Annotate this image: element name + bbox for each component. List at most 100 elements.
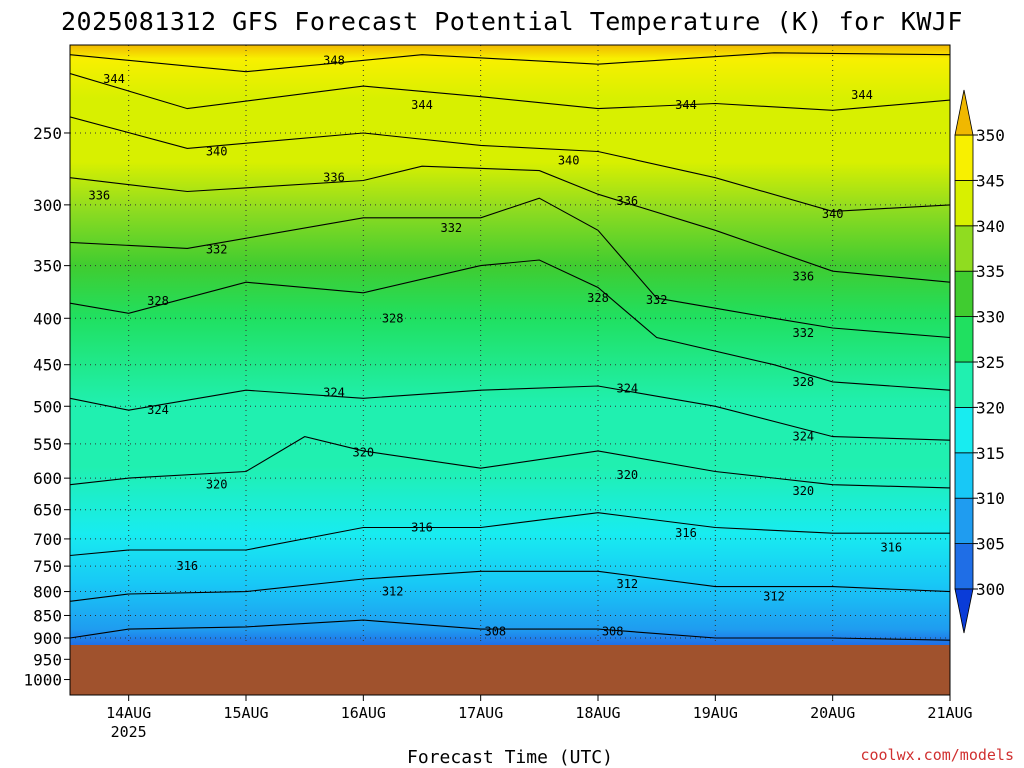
y-tick-label: 950 xyxy=(33,650,62,669)
contour-label: 344 xyxy=(411,98,433,112)
colorbar-max-arrow xyxy=(954,89,974,136)
colorbar-bin xyxy=(954,543,974,590)
x-tick-label: 17AUG xyxy=(458,704,503,722)
contour-label: 328 xyxy=(382,311,404,325)
contour-line-308 xyxy=(70,619,950,641)
contour-label: 328 xyxy=(147,294,169,308)
contour-label: 340 xyxy=(558,153,580,167)
contour-label: 320 xyxy=(616,468,638,482)
x-tick-label: 21AUG xyxy=(927,704,972,722)
colorbar-tick-label: 325 xyxy=(976,353,1005,372)
colorbar-tick-label: 335 xyxy=(976,262,1005,281)
x-tick-sublabel: 2025 xyxy=(111,723,147,741)
y-tick-label: 600 xyxy=(33,469,62,488)
ground-terrain xyxy=(70,645,950,695)
colorbar-bin xyxy=(954,134,974,181)
y-tick-label: 700 xyxy=(33,530,62,549)
contour-label: 324 xyxy=(616,382,638,396)
y-tick-label: 650 xyxy=(33,501,62,520)
chart-title: 2025081312 GFS Forecast Potential Temper… xyxy=(61,7,963,36)
y-tick-label: 850 xyxy=(33,606,62,625)
credit-link[interactable]: coolwx.com/models xyxy=(860,746,1014,764)
colorbar-tick-label: 320 xyxy=(976,398,1005,417)
contour-label: 336 xyxy=(323,171,345,185)
colorbar-tick-label: 315 xyxy=(976,444,1005,463)
colorbar-tick-label: 330 xyxy=(976,308,1005,327)
contour-line-328 xyxy=(70,259,950,391)
x-tick-label: 19AUG xyxy=(693,704,738,722)
contour-label: 332 xyxy=(440,221,462,235)
contour-label: 324 xyxy=(323,386,345,400)
plot-frame xyxy=(69,44,951,696)
contour-line-316 xyxy=(70,512,950,557)
y-tick-label: 900 xyxy=(33,629,62,648)
contour-label: 328 xyxy=(792,375,814,389)
y-tick-label: 350 xyxy=(33,257,62,276)
y-tick-label: 750 xyxy=(33,557,62,576)
contour-line-324 xyxy=(70,385,950,441)
y-tick-label: 250 xyxy=(33,124,62,143)
contour-label: 308 xyxy=(602,624,624,638)
colorbar-bin xyxy=(954,179,974,227)
contour-line-312 xyxy=(70,570,950,602)
colorbar-bin xyxy=(954,225,974,272)
contour-labels: 348 344 344 344 344 340 340 340 336 336 336 336 332 3… xyxy=(88,53,902,638)
contour-label: 332 xyxy=(206,243,228,257)
colorbar-tick-label: 305 xyxy=(976,535,1005,554)
contour-label: 340 xyxy=(206,144,228,158)
y-axis-ticks: 250 300 350 400 450 500 550 600 650 700 750 800 850 9… xyxy=(23,124,70,690)
contour-label: 348 xyxy=(323,53,345,67)
colorbar-tick-label: 300 xyxy=(976,580,1005,599)
contour-label: 316 xyxy=(675,526,697,540)
x-axis-label: Forecast Time (UTC) xyxy=(407,747,613,768)
x-tick-label: 20AUG xyxy=(810,704,855,722)
contour-label: 308 xyxy=(484,624,506,638)
contour-line-348 xyxy=(70,52,950,73)
colorbar-bin xyxy=(954,497,974,545)
contour-label: 344 xyxy=(103,72,125,86)
colorbar-bin xyxy=(954,361,974,408)
contour-line-344 xyxy=(70,72,950,111)
contour-label: 316 xyxy=(880,540,902,554)
y-tick-label: 450 xyxy=(33,356,62,375)
colorbar-tick-label: 345 xyxy=(976,171,1005,190)
contour-label: 312 xyxy=(382,585,404,599)
colorbar-bin xyxy=(954,316,974,363)
contour-label: 336 xyxy=(616,194,638,208)
contour-label: 332 xyxy=(792,326,814,340)
contour-label: 344 xyxy=(675,98,697,112)
contour-line-340 xyxy=(70,116,950,212)
contour-label: 332 xyxy=(646,293,668,307)
colorbar-bin xyxy=(954,270,974,318)
y-tick-label: 500 xyxy=(33,397,62,416)
x-tick-label: 14AUG xyxy=(106,704,151,722)
x-tick-label: 18AUG xyxy=(575,704,620,722)
colorbar-min-arrow xyxy=(954,588,974,634)
contour-label: 312 xyxy=(763,589,785,603)
contour-label: 340 xyxy=(822,207,844,221)
contour-line-336 xyxy=(70,165,950,283)
contour-label: 316 xyxy=(411,520,433,534)
potential-temperature-field xyxy=(70,45,950,695)
y-tick-label: 800 xyxy=(33,583,62,602)
contour-line-320 xyxy=(70,436,950,489)
contour-label: 324 xyxy=(147,403,169,417)
contour-label: 312 xyxy=(616,577,638,591)
x-tick-label: 16AUG xyxy=(341,704,386,722)
y-tick-label: 550 xyxy=(33,435,62,454)
colorbar-tick-label: 350 xyxy=(976,126,1005,145)
contour-line-332 xyxy=(70,197,950,339)
y-tick-label: 300 xyxy=(33,196,62,215)
colorbar: 300 305 310 315 320 325 330 335 340 345 350 xyxy=(954,89,1005,634)
contour-label: 336 xyxy=(88,189,110,203)
contour-label: 320 xyxy=(206,478,228,492)
contour-label: 344 xyxy=(851,88,873,102)
plot-area: 348 344 344 344 344 340 340 340 336 336 336 336 332 3… xyxy=(70,45,950,695)
y-tick-label: 400 xyxy=(33,309,62,328)
contour-label: 324 xyxy=(792,430,814,444)
contour-lines xyxy=(70,52,950,641)
y-tick-label: 1000 xyxy=(23,671,62,690)
x-tick-label: 15AUG xyxy=(223,704,268,722)
contour-label: 320 xyxy=(352,445,374,459)
